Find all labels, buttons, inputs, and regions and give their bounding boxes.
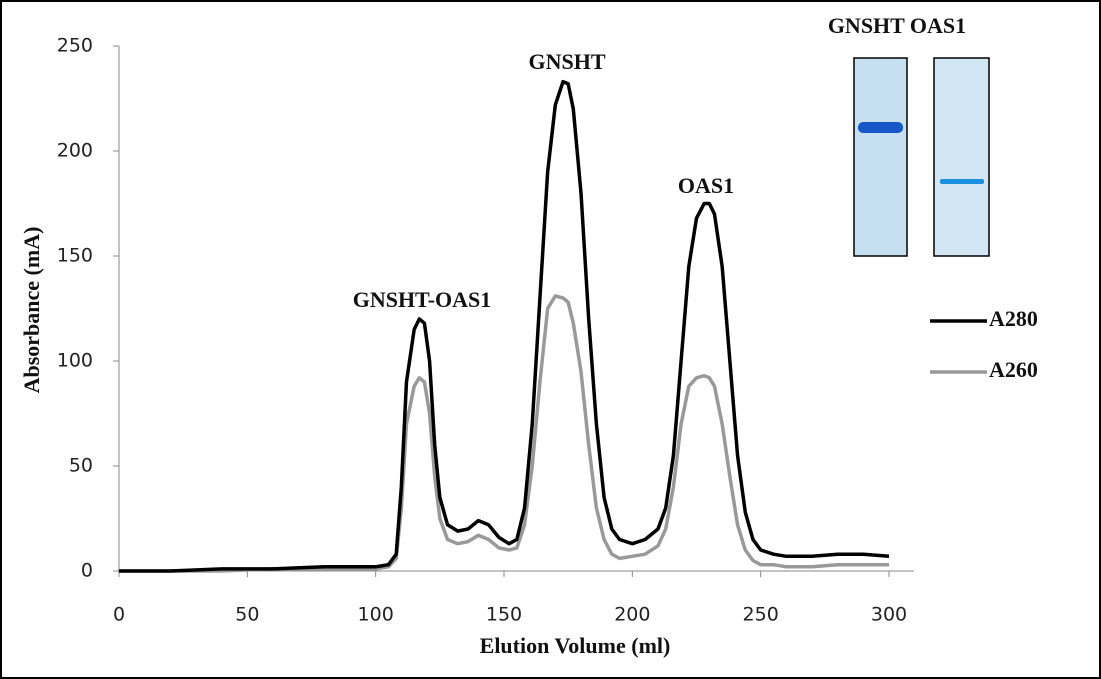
chart: GNSHT OAS1 GNSHT-OAS1 GNSHT OAS1 Elution… (0, 0, 1101, 679)
annotation: GNSHT-OAS1 (353, 287, 492, 312)
x-tick-label: 100 (358, 604, 394, 626)
x-tick-label: 150 (486, 604, 522, 626)
y-tick-label: 200 (57, 140, 93, 162)
x-tick-label: 0 (113, 604, 125, 626)
y-tick-label: 100 (57, 350, 93, 372)
x-tick-label: 250 (743, 604, 779, 626)
y-tick-label: 150 (57, 245, 93, 267)
y-tick-label: 50 (69, 455, 93, 477)
gel-label: GNSHT OAS1 (828, 13, 966, 38)
x-tick-label: 50 (235, 604, 259, 626)
legend-label: A260 (989, 357, 1038, 382)
x-tick-label: 300 (871, 604, 907, 626)
x-axis-label: Elution Volume (ml) (480, 633, 671, 658)
legend-label: A280 (989, 306, 1038, 331)
annotation: GNSHT (528, 49, 605, 74)
x-tick-label: 200 (614, 604, 650, 626)
annotation: OAS1 (678, 173, 734, 198)
y-axis-label: Absorbance (mA) (19, 227, 44, 394)
y-tick-label: 0 (81, 560, 93, 582)
y-tick-label: 250 (57, 35, 93, 57)
